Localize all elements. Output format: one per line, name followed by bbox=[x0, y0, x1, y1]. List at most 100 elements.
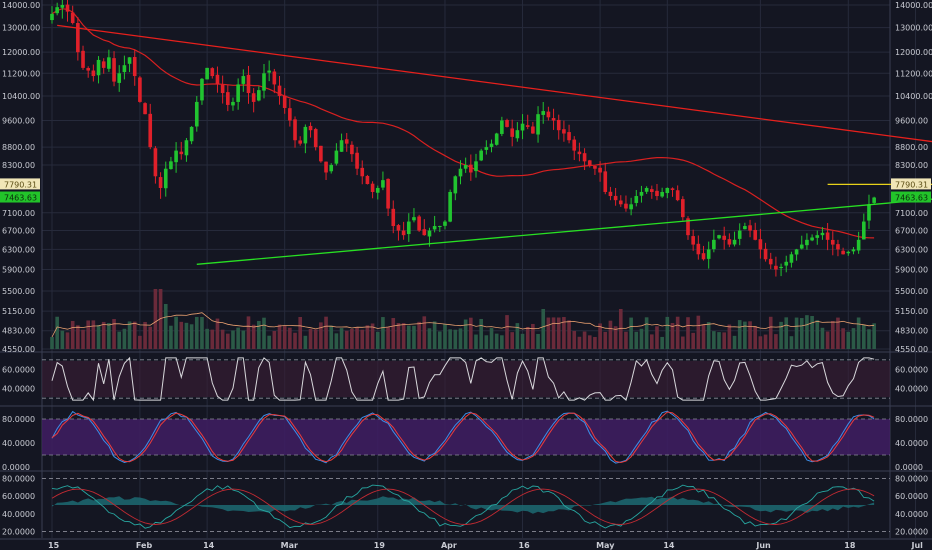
volume-bar bbox=[541, 309, 546, 349]
volume-bar bbox=[158, 289, 163, 349]
volume-bar bbox=[350, 328, 354, 349]
volume-bar bbox=[830, 320, 835, 349]
candle-body bbox=[91, 70, 96, 77]
volume-bar bbox=[132, 321, 137, 349]
candle-body bbox=[427, 230, 432, 237]
volume-bar bbox=[856, 317, 861, 349]
candle-body bbox=[856, 239, 861, 251]
candle-body bbox=[329, 165, 334, 172]
volume-bar bbox=[463, 319, 468, 349]
candle-body bbox=[779, 266, 783, 269]
candle-body bbox=[298, 140, 303, 144]
price-tag-left-label: 7790.31 bbox=[4, 180, 37, 189]
candle-body bbox=[375, 187, 380, 193]
candle-body bbox=[686, 218, 690, 236]
volume-bar bbox=[257, 320, 261, 349]
candle-body bbox=[344, 139, 349, 144]
price-tick-label-right: 8300.00 bbox=[895, 161, 928, 170]
candle-body bbox=[101, 61, 106, 68]
candle-body bbox=[691, 236, 695, 245]
volume-bar bbox=[851, 328, 856, 349]
candle-body bbox=[696, 243, 701, 255]
date-tick-label: 18 bbox=[844, 541, 856, 550]
volume-bar bbox=[732, 335, 737, 349]
volume-bar bbox=[670, 322, 675, 349]
volume-bar bbox=[272, 330, 277, 349]
volume-bar bbox=[107, 323, 111, 349]
price-tick-label-left: 6300.00 bbox=[2, 245, 35, 254]
candle-body bbox=[525, 125, 530, 127]
candle-body bbox=[293, 119, 297, 141]
volume-bar bbox=[169, 325, 173, 349]
rsi-tick-label-right: 60.0000 bbox=[895, 365, 928, 374]
candle-body bbox=[737, 230, 742, 239]
candle-body bbox=[406, 221, 411, 235]
stoch-tick-label-right: 40.0000 bbox=[895, 439, 928, 448]
candle-body bbox=[189, 126, 194, 142]
volume-bar bbox=[179, 321, 184, 349]
volume-bar bbox=[737, 320, 742, 349]
candle-body bbox=[288, 108, 292, 121]
candle-body bbox=[267, 70, 271, 73]
volume-bar bbox=[251, 324, 256, 349]
price-tag-left bbox=[0, 178, 40, 190]
candle-body bbox=[655, 190, 659, 197]
candle-body bbox=[649, 189, 654, 192]
price-tag-right bbox=[891, 178, 931, 190]
volume-bar bbox=[194, 316, 199, 349]
volume-bar bbox=[246, 316, 251, 349]
volume-bar bbox=[174, 316, 178, 349]
volume-bar bbox=[779, 321, 783, 349]
price-tick-label-left: 9600.00 bbox=[2, 116, 35, 125]
candle-body bbox=[319, 145, 323, 162]
volume-bar bbox=[577, 336, 582, 349]
volume-bar bbox=[836, 317, 840, 349]
candle-body bbox=[138, 77, 142, 102]
volume-bar bbox=[805, 315, 809, 349]
candle-body bbox=[122, 65, 127, 73]
candle-body bbox=[127, 57, 132, 64]
volume-bar bbox=[520, 333, 525, 349]
candle-body bbox=[872, 197, 876, 203]
volume-bar bbox=[293, 332, 297, 349]
candle-body bbox=[453, 176, 458, 194]
candle-body bbox=[567, 132, 571, 141]
panel4-tick-label-left: 60.0000 bbox=[2, 492, 35, 501]
volume-bar bbox=[55, 316, 59, 349]
stoch-tick-label-right: 80.0000 bbox=[895, 415, 928, 424]
stoch-d-line bbox=[51, 411, 875, 464]
price-tick-label-right: 13000.00 bbox=[895, 24, 932, 33]
candle-body bbox=[861, 221, 866, 240]
volume-bar bbox=[153, 289, 158, 349]
candle-body bbox=[608, 191, 613, 197]
volume-bar bbox=[406, 325, 411, 349]
candle-body bbox=[815, 235, 820, 238]
candle-body bbox=[556, 119, 561, 131]
volume-bar bbox=[727, 324, 732, 349]
volume-bar bbox=[758, 336, 763, 349]
volume-bar bbox=[562, 317, 566, 349]
volume-bar bbox=[313, 329, 318, 349]
date-tick-label: Jul bbox=[911, 541, 924, 550]
volume-bar bbox=[861, 324, 866, 349]
volume-bar bbox=[386, 326, 390, 349]
volume-bar bbox=[660, 336, 664, 349]
candle-body bbox=[153, 148, 158, 177]
price-tick-label-left: 10400.00 bbox=[2, 92, 40, 101]
volume-bar bbox=[799, 318, 804, 349]
price-tick-label-right: 7100.00 bbox=[895, 209, 928, 218]
volume-bar bbox=[815, 320, 820, 349]
candle-body bbox=[727, 239, 732, 245]
candle-body bbox=[841, 250, 845, 255]
candle-body bbox=[355, 152, 359, 169]
candle-body bbox=[350, 144, 354, 155]
rsi-tick-label-left: 40.0000 bbox=[2, 385, 35, 394]
candle-body bbox=[665, 187, 670, 194]
candle-body bbox=[432, 226, 437, 230]
candle-body bbox=[624, 203, 628, 209]
candle-body bbox=[717, 235, 721, 239]
volume-bar bbox=[582, 331, 587, 349]
volume-bar bbox=[200, 317, 204, 349]
moving-average-line bbox=[51, 8, 875, 239]
